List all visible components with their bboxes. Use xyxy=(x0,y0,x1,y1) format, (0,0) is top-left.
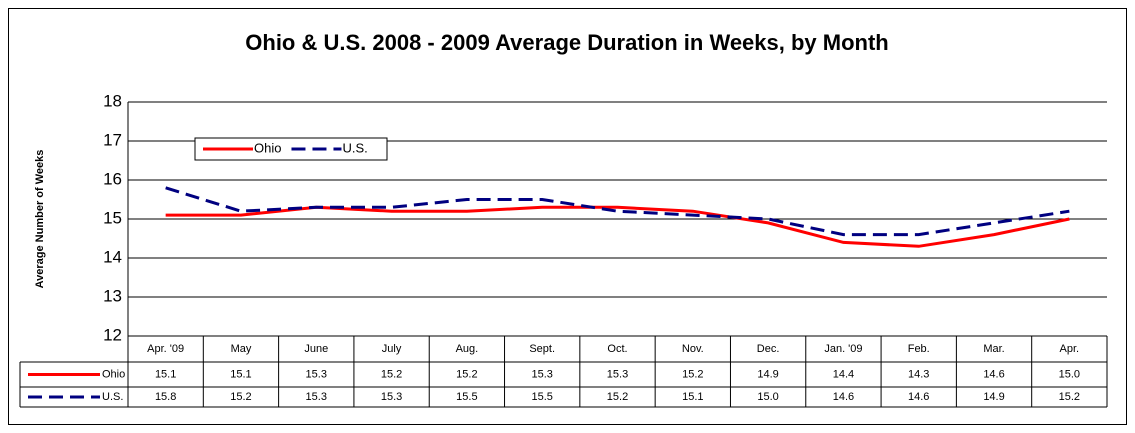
table-value: 14.9 xyxy=(757,368,778,380)
table-value: 15.1 xyxy=(155,368,176,380)
table-value: 15.0 xyxy=(1059,368,1080,380)
x-tick-label: Apr. '09 xyxy=(147,343,184,355)
table-value: 15.3 xyxy=(306,368,327,380)
table-value: 15.5 xyxy=(531,391,552,403)
table-value: 15.3 xyxy=(607,368,628,380)
x-tick-label: May xyxy=(231,343,252,355)
table-value: 15.2 xyxy=(1059,391,1080,403)
x-tick-label: Apr. xyxy=(1060,343,1080,355)
y-tick-label: 17 xyxy=(103,130,122,149)
table-value: 15.1 xyxy=(230,368,251,380)
table-value: 15.5 xyxy=(456,391,477,403)
legend-box xyxy=(194,137,388,161)
table-value: 14.9 xyxy=(983,391,1004,403)
table-value: 15.2 xyxy=(230,391,251,403)
y-tick-label: 12 xyxy=(103,325,122,344)
x-tick-label: Dec. xyxy=(757,343,780,355)
table-value: 15.2 xyxy=(456,368,477,380)
table-value: 15.8 xyxy=(155,391,176,403)
x-tick-label: Jan. '09 xyxy=(824,343,862,355)
table-value: 14.4 xyxy=(833,368,854,380)
x-tick-label: Sept. xyxy=(529,343,555,355)
series-line xyxy=(165,186,1070,237)
y-tick-label: 18 xyxy=(103,91,122,110)
chart-title: Ohio & U.S. 2008 - 2009 Average Duration… xyxy=(245,30,888,55)
y-axis-label: Average Number of Weeks xyxy=(34,150,46,289)
table-value: 15.2 xyxy=(607,391,628,403)
table-value: 14.6 xyxy=(833,391,854,403)
y-tick-label: 13 xyxy=(103,286,122,305)
table-value: 15.2 xyxy=(381,368,402,380)
table-value: 15.2 xyxy=(682,368,703,380)
legend-label: Ohio xyxy=(254,140,281,155)
table-value: 14.6 xyxy=(983,368,1004,380)
table-series-name: U.S. xyxy=(102,391,123,403)
table-value: 15.3 xyxy=(531,368,552,380)
legend-label: U.S. xyxy=(342,140,367,155)
x-tick-label: Aug. xyxy=(456,343,479,355)
table-value: 15.3 xyxy=(306,391,327,403)
table-value: 14.3 xyxy=(908,368,929,380)
x-tick-label: Feb. xyxy=(908,343,930,355)
table-value: 15.0 xyxy=(757,391,778,403)
x-tick-label: Oct. xyxy=(607,343,627,355)
table-value: 15.3 xyxy=(381,391,402,403)
y-tick-label: 15 xyxy=(103,208,122,227)
x-tick-label: July xyxy=(382,343,402,355)
y-tick-label: 14 xyxy=(103,247,122,266)
table-value: 15.1 xyxy=(682,391,703,403)
table-series-name: Ohio xyxy=(102,368,125,380)
x-tick-label: June xyxy=(304,343,328,355)
table-value: 14.6 xyxy=(908,391,929,403)
x-tick-label: Nov. xyxy=(682,343,704,355)
x-tick-label: Mar. xyxy=(983,343,1004,355)
y-tick-label: 16 xyxy=(103,169,122,188)
